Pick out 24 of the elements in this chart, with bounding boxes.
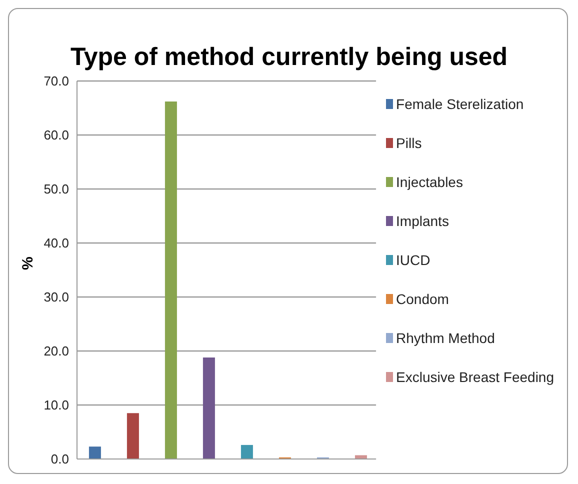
legend-label: Rhythm Method: [396, 330, 495, 346]
y-tick-label: 0.0: [50, 452, 69, 467]
chart-title: Type of method currently being used: [69, 43, 509, 72]
y-tick-label: 40.0: [44, 236, 69, 251]
bar: [88, 446, 101, 459]
y-tick-label: 30.0: [44, 290, 69, 305]
y-tick-label: 60.0: [44, 128, 69, 143]
y-tick-label: 50.0: [44, 182, 69, 197]
legend-label: Implants: [396, 212, 449, 228]
bar: [164, 102, 177, 459]
y-axis-title: %: [19, 256, 36, 270]
legend-label: Injectables: [396, 174, 463, 190]
legend-label: Condom: [396, 290, 449, 306]
bar: [240, 444, 253, 459]
y-tick-label: 70.0: [44, 74, 69, 89]
y-tick-label: 10.0: [44, 398, 69, 413]
legend-label: Female Sterelization: [396, 96, 524, 112]
legend-label: Exclusive Breast Feeding: [396, 368, 554, 384]
legend-label: Pills: [396, 134, 422, 150]
bar: [202, 357, 215, 459]
y-tick-label: 20.0: [44, 344, 69, 359]
legend-label: IUCD: [396, 252, 430, 268]
bar: [354, 455, 367, 459]
bar: [126, 413, 139, 459]
